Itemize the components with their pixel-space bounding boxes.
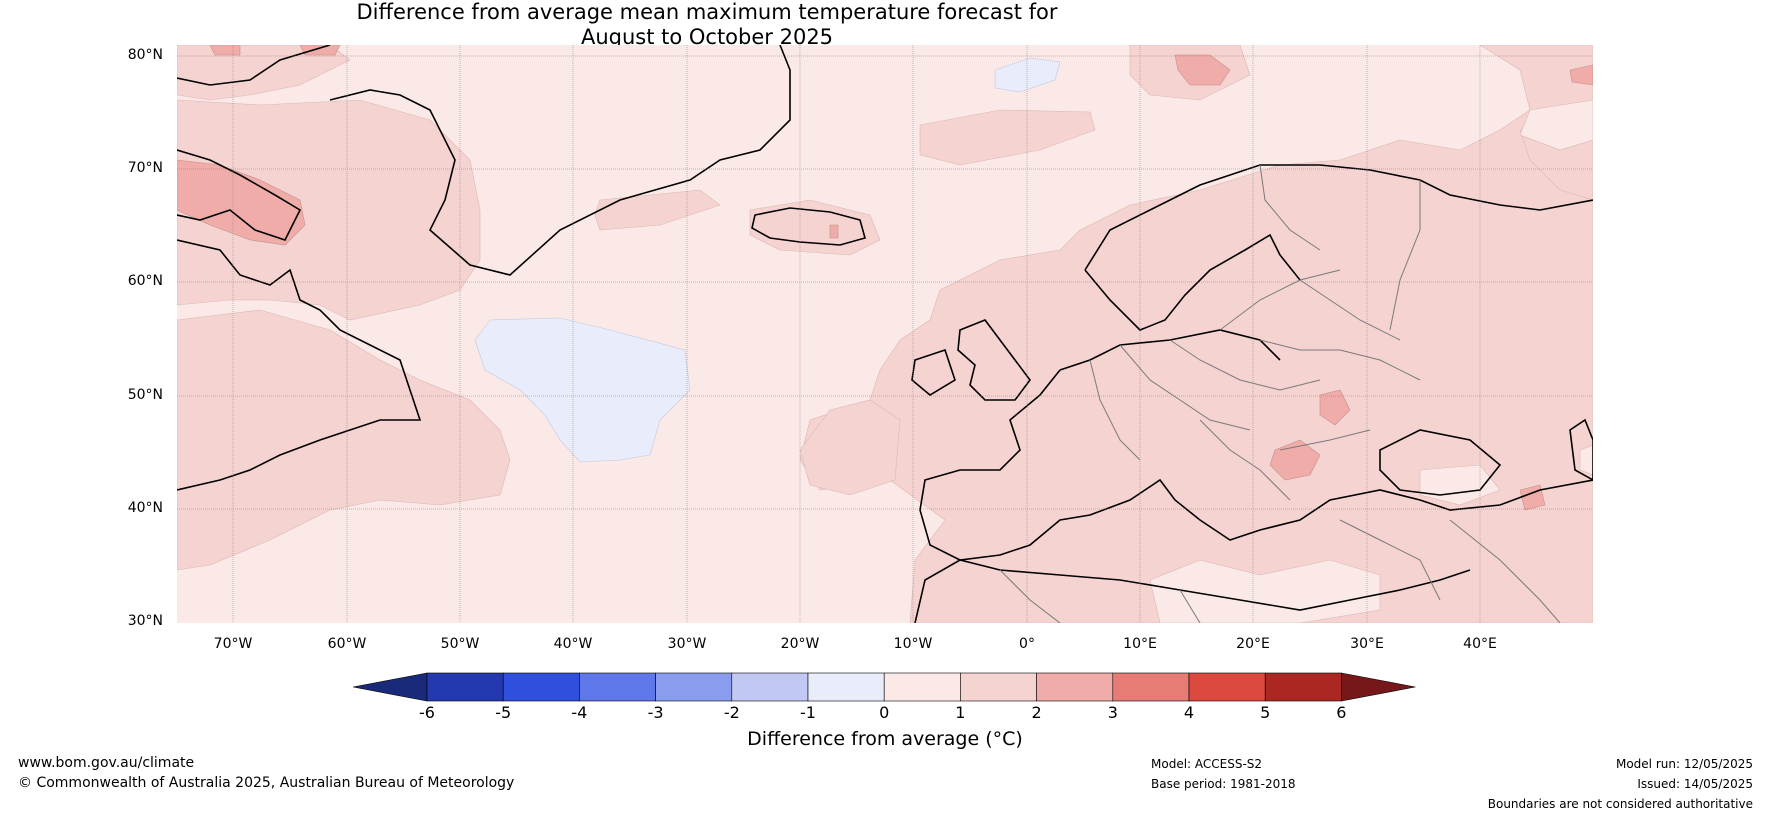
colorbar-tick: 2: [1031, 703, 1042, 722]
lon-label-40w: 40°W: [553, 636, 593, 652]
colorbar-bin: [883, 672, 961, 702]
colorbar-tick: 6: [1336, 703, 1347, 722]
country-borders: [999, 164, 1561, 623]
lon-label-20w: 20°W: [780, 636, 820, 652]
colorbar-bin: [502, 672, 580, 702]
lon-label-10w: 10°W: [893, 636, 933, 652]
colorbar-bin: [1036, 672, 1114, 702]
lat-label-60n: 60°N: [127, 273, 163, 289]
issued-text: Issued: 14/05/2025: [1637, 777, 1753, 791]
lat-label-30n: 30°N: [127, 613, 163, 629]
colorbar-bin: [1112, 672, 1190, 702]
colorbar-tick: 4: [1183, 703, 1195, 722]
colorbar-bin: [807, 672, 885, 702]
colorbar-bin: [960, 672, 1037, 702]
base-period-text: Base period: 1981-2018: [1151, 777, 1296, 791]
colorbar-bin: [579, 672, 656, 702]
colorbar-tick: -3: [647, 703, 664, 722]
colorbar-tick: -5: [495, 703, 512, 722]
disclaimer-text: Boundaries are not considered authoritat…: [1487, 797, 1753, 811]
copyright-text: © Commonwealth of Australia 2025, Austra…: [18, 775, 515, 791]
lon-label-70w: 70°W: [213, 636, 253, 652]
colorbar-bin: [1264, 672, 1342, 702]
lon-label-0: 0°: [1019, 636, 1035, 652]
colorbar-tick: 3: [1107, 703, 1118, 722]
colorbar-tick: -6: [419, 703, 435, 722]
lon-label-30e: 30°E: [1350, 636, 1384, 652]
coastlines: [177, 45, 1593, 623]
colorbar-tick: 1: [955, 703, 966, 722]
colorbar-swatches: [352, 672, 1416, 702]
lon-label-50w: 50°W: [440, 636, 480, 652]
colorbar-label: Difference from average (°C): [747, 728, 1023, 750]
lon-label-60w: 60°W: [327, 636, 367, 652]
colorbar-tick: -4: [571, 703, 588, 722]
model-run-text: Model run: 12/05/2025: [1615, 757, 1753, 771]
title-line-1: Difference from average mean maximum tem…: [356, 0, 1058, 24]
colorbar-tick: 5: [1260, 703, 1271, 722]
colorbar-tick: 0: [879, 703, 890, 722]
colorbar-extend-high: [1341, 672, 1416, 702]
website-link[interactable]: www.bom.gov.au/climate: [18, 755, 195, 771]
gridlines: [177, 45, 1593, 623]
colorbar-bin: [426, 672, 504, 702]
colorbar-extend-low: [352, 672, 428, 702]
anomaly-negative-regions: [474, 57, 1061, 463]
model-text: Model: ACCESS-S2: [1151, 757, 1263, 771]
colorbar-tick: -1: [800, 703, 816, 722]
lon-label-20e: 20°E: [1236, 636, 1270, 652]
colorbar-tick: -2: [723, 703, 740, 722]
map-area: [177, 45, 1593, 623]
lon-label-30w: 30°W: [667, 636, 707, 652]
map-title: Difference from average mean maximum tem…: [0, 0, 1414, 50]
lat-label-70n: 70°N: [127, 160, 163, 176]
lon-label-40e: 40°E: [1463, 636, 1497, 652]
colorbar-bin: [1188, 672, 1266, 702]
colorbar-bin: [655, 672, 733, 702]
lon-label-10e: 10°E: [1123, 636, 1157, 652]
lat-label-40n: 40°N: [127, 500, 163, 516]
lat-label-80n: 80°N: [127, 47, 163, 63]
colorbar-bin: [731, 672, 809, 702]
lat-label-50n: 50°N: [127, 387, 163, 403]
